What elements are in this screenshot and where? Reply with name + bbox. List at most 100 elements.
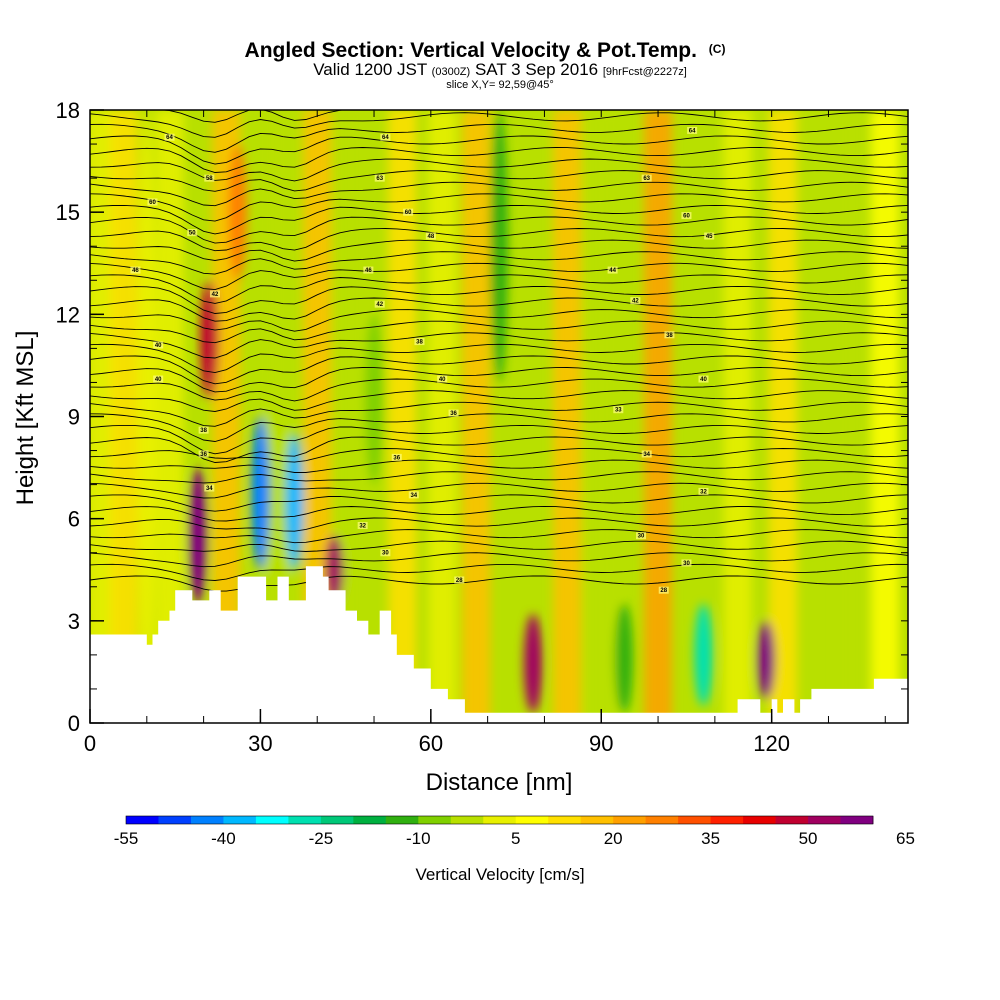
colorbar-swatch xyxy=(255,816,289,824)
y-tick-label: 6 xyxy=(68,507,80,532)
theta-contour-line xyxy=(90,181,908,207)
theta-contour-line xyxy=(90,193,908,222)
svg-text:64: 64 xyxy=(689,128,696,134)
contour-label: 64 xyxy=(687,126,698,134)
colorbar-tick-label: 65 xyxy=(896,829,915,848)
colorbar-tick-label: 50 xyxy=(799,829,818,848)
velocity-background-band xyxy=(871,110,900,723)
velocity-cell xyxy=(325,535,344,604)
theta-contour-line xyxy=(90,424,908,455)
svg-text:64: 64 xyxy=(382,135,389,141)
svg-text:36: 36 xyxy=(393,455,400,461)
chart-title-suffix: (C) xyxy=(709,42,726,56)
svg-text:58: 58 xyxy=(206,176,213,182)
velocity-cell xyxy=(808,110,827,553)
theta-contour-line xyxy=(90,355,908,385)
plot-area: 64 64 64 58 63 63 60 60 60 50 48 45 46 46 44 42 42 42 40 38… xyxy=(90,110,908,723)
svg-text:64: 64 xyxy=(166,135,173,141)
terrain-mask xyxy=(90,566,908,723)
theta-contour-line xyxy=(90,529,908,544)
contour-label: 46 xyxy=(130,266,141,274)
theta-contour-line xyxy=(90,390,908,412)
colorbar-label: Vertical Velocity [cm/s] xyxy=(415,865,584,884)
theta-contour-line xyxy=(90,436,908,463)
colorbar-swatch xyxy=(808,816,841,824)
velocity-cell xyxy=(365,314,384,485)
contour-label: 42 xyxy=(209,290,220,298)
subtitle-valid: Valid 1200 JST xyxy=(313,60,427,79)
theta-contour-line xyxy=(90,228,908,252)
svg-text:28: 28 xyxy=(660,588,667,594)
colorbar-swatch xyxy=(288,816,322,824)
svg-text:42: 42 xyxy=(376,302,383,308)
contour-label: 60 xyxy=(681,212,692,220)
y-tick-label: 12 xyxy=(56,302,80,327)
colorbar-frame xyxy=(125,815,874,825)
svg-text:32: 32 xyxy=(359,523,366,529)
theta-contour-line xyxy=(90,170,908,192)
contour-label: 40 xyxy=(153,375,164,383)
x-axis: 0 30 60 90 120 xyxy=(84,110,886,756)
y-tick-label: 0 xyxy=(68,711,80,736)
colorbar-swatch xyxy=(580,816,614,824)
velocity-cell xyxy=(614,603,633,713)
velocity-cell xyxy=(490,110,508,383)
velocity-background-band xyxy=(462,110,491,723)
y-axis-label: Height [Kft MSL] xyxy=(12,331,39,506)
contour-labels: 64 64 64 58 63 63 60 60 60 50 48 45 46 46 44 42 42 42 40 38… xyxy=(130,126,715,594)
contour-label: 42 xyxy=(630,297,641,305)
colorbar-swatch xyxy=(353,816,387,824)
colorbar-swatch xyxy=(645,816,679,824)
svg-text:40: 40 xyxy=(155,377,162,383)
velocity-cell xyxy=(251,416,270,570)
theta-contour-line xyxy=(90,216,908,244)
contour-label: 34 xyxy=(641,450,652,458)
theta-contour-line xyxy=(90,147,908,173)
svg-text:34: 34 xyxy=(643,452,650,458)
contour-label: 63 xyxy=(374,174,385,182)
svg-text:33: 33 xyxy=(615,408,622,414)
theta-contour-line xyxy=(158,110,347,123)
svg-text:34: 34 xyxy=(206,486,213,492)
theta-contour-line xyxy=(90,123,908,153)
theta-contour-line xyxy=(90,563,908,581)
subtitle-forecast: [9hrFcst@2227z] xyxy=(603,66,687,78)
contour-label: 50 xyxy=(187,229,198,237)
theta-contour-line xyxy=(90,575,908,592)
slice-label: slice X,Y= 92,59@45° xyxy=(446,79,554,91)
colorbar-swatch xyxy=(320,816,354,824)
x-tick-label: 0 xyxy=(84,731,96,756)
contour-label: 48 xyxy=(425,232,436,240)
theta-contour-line xyxy=(90,309,908,332)
theta-contour-line xyxy=(90,401,908,427)
colorbar-ticks: -55 -40 -25 -10 5 20 35 50 65 xyxy=(114,829,915,848)
colorbar-tick-label: 35 xyxy=(701,829,720,848)
colorbar-tick-label: -40 xyxy=(211,829,236,848)
svg-text:60: 60 xyxy=(149,200,156,206)
velocity-cell xyxy=(200,280,219,400)
colorbar-swatch xyxy=(385,816,419,824)
colorbar-swatch xyxy=(190,816,224,824)
contour-label: 30 xyxy=(380,549,391,557)
svg-text:28: 28 xyxy=(456,578,463,584)
svg-text:32: 32 xyxy=(700,489,707,495)
theta-contour-line xyxy=(90,251,908,275)
theta-contour-line xyxy=(90,448,908,463)
theta-contour-line xyxy=(90,297,908,322)
colorbar-swatch xyxy=(775,816,809,824)
velocity-cell xyxy=(756,620,775,700)
theta-contour-line xyxy=(90,505,908,522)
theta-contour-line xyxy=(90,204,908,235)
contour-label: 46 xyxy=(363,266,374,274)
theta-contour-line xyxy=(90,112,908,138)
contour-label: 63 xyxy=(641,174,652,182)
contour-label: 40 xyxy=(698,375,709,383)
theta-contour-line xyxy=(90,413,908,442)
svg-text:36: 36 xyxy=(200,452,207,458)
svg-text:46: 46 xyxy=(132,268,139,274)
contour-label: 33 xyxy=(613,406,624,414)
contour-label: 36 xyxy=(198,450,209,458)
colorbar-swatch xyxy=(450,816,484,824)
colorbar-tick-label: 20 xyxy=(604,829,623,848)
